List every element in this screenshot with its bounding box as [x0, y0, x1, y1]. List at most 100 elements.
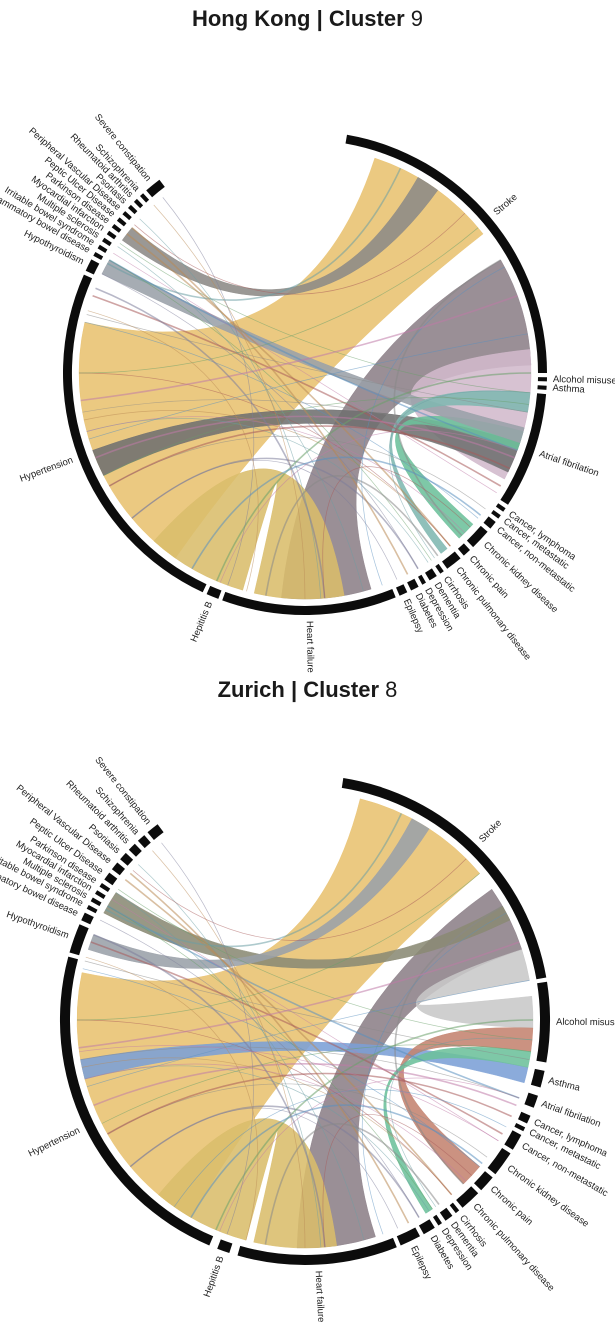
chord-thread	[84, 1065, 430, 1212]
segment-stroke	[345, 134, 547, 373]
chord-thread	[138, 864, 322, 1248]
segment-hypertension	[59, 956, 214, 1246]
segment-cancer-non-metastatic	[504, 1130, 522, 1150]
chord-thread	[191, 456, 482, 570]
segment-hepititis-b	[206, 585, 222, 599]
chord-thread	[173, 1089, 507, 1208]
segment-chronic-pulmonary-disease	[442, 551, 461, 569]
segment-parkinson-disease	[99, 883, 111, 892]
chord-thread	[153, 204, 306, 600]
title-text: Hong Kong | Cluster	[191, 6, 405, 31]
segment-alcohol-misuse	[536, 981, 551, 1063]
chord-thread	[109, 259, 432, 561]
chord-thread	[132, 858, 467, 941]
segment-hepititis-b	[217, 1239, 233, 1253]
segment-hypothyroidism	[85, 259, 100, 275]
chord-thread	[88, 333, 528, 440]
chord-thread	[322, 1114, 472, 1248]
chord-thread	[219, 430, 518, 583]
segment-depression	[433, 1214, 442, 1226]
chord-thread	[78, 941, 520, 1049]
segment-hypertension	[62, 274, 207, 593]
segment-cancer-lymphoma	[518, 1111, 531, 1124]
segment-parkinson-disease	[111, 224, 122, 233]
segment-rheumatoid-arthritis	[133, 198, 144, 209]
segment-peripheral-vascular-disease	[122, 211, 132, 221]
chord-thread	[106, 167, 402, 301]
chord-thread	[393, 259, 502, 537]
segment-asthma	[530, 1068, 545, 1088]
segment-label-stroke: Stroke	[477, 818, 504, 845]
segment-label-alcohol-misuse: Alcohol misuse	[556, 1017, 615, 1029]
segment-chronic-pulmonary-disease	[456, 1186, 479, 1208]
segment-cancer-non-metastatic	[483, 516, 496, 529]
chord-thread	[130, 1107, 399, 1229]
chord-thread	[92, 294, 502, 487]
chord-thread	[101, 1044, 531, 1124]
segment-label-atrial-fibrilation: Atrial fibrilation	[538, 449, 600, 480]
chord-thread	[322, 466, 471, 599]
chord-thread	[107, 905, 433, 1210]
segment-schizophrenia	[137, 835, 151, 849]
chord-thread	[108, 425, 511, 487]
segment-dementia	[439, 1207, 453, 1221]
chord-thread	[139, 218, 322, 599]
chord-thread	[117, 246, 364, 592]
chord-thread	[388, 390, 531, 559]
segment-label-heart-failure: Heart failure	[313, 1270, 327, 1322]
segment-chronic-pain	[474, 1171, 493, 1191]
segment-label-epilepsy: Epilepsy	[408, 1244, 433, 1281]
chord-thread	[107, 1072, 512, 1135]
chord-thread	[82, 399, 518, 451]
chord-thread	[389, 1037, 533, 1208]
panel-title-hong-kong: Hong Kong | Cluster 9	[0, 6, 615, 32]
segment-severe-constipation	[146, 179, 165, 198]
title-number: 9	[410, 6, 424, 31]
chord-thread	[103, 397, 529, 476]
chord-thread	[80, 1046, 520, 1099]
chord-thread	[219, 1077, 520, 1232]
segment-cirrhosis	[449, 1202, 460, 1214]
chord-thread	[84, 1063, 467, 1182]
chord-thread	[115, 892, 365, 1241]
segment-label-asthma: Asthma	[552, 383, 586, 396]
chord-thread	[83, 410, 451, 547]
chord-thread	[87, 310, 259, 592]
segment-diabetes	[407, 578, 419, 591]
segment-epilepsy	[396, 584, 408, 596]
chord-thread	[93, 1062, 517, 1107]
chord-thread	[76, 873, 480, 1021]
chord-thread	[124, 878, 453, 1196]
chord-thread	[111, 898, 499, 1142]
segment-hypothyroidism	[69, 924, 89, 956]
segment-atrial-fibrilation	[524, 1092, 538, 1108]
chord-thread	[265, 475, 439, 596]
chord-thread	[161, 842, 254, 1235]
chord-thread	[113, 252, 497, 494]
segment-diabetes	[418, 1219, 435, 1235]
chord-thread	[86, 418, 429, 563]
chord-thread	[101, 273, 419, 569]
segment-psoriasis	[120, 852, 134, 866]
segment-chronic-kidney-disease	[466, 525, 488, 548]
chord-thread	[81, 1057, 452, 1195]
segment-label-alcohol-misuse: Alcohol misuse	[553, 374, 615, 387]
chord-thread	[117, 888, 533, 1041]
segment-depression	[418, 574, 426, 585]
segment-inflammatory-bowel-disease	[81, 912, 94, 925]
chord-thread	[108, 259, 518, 452]
chord-thread	[190, 1104, 483, 1218]
segment-cancer-lymphoma	[495, 503, 506, 512]
segment-heart-failure	[222, 589, 396, 616]
chord-thread	[99, 919, 420, 1218]
chord-thread	[131, 227, 409, 575]
segment-label-heart-failure: Heart failure	[304, 621, 316, 673]
segment-severe-constipation	[147, 824, 164, 840]
chord-ribbon	[415, 949, 534, 1029]
chord-ribbon	[121, 177, 439, 297]
chord-thread	[394, 905, 503, 1185]
segment-rheumatoid-arthritis	[128, 843, 142, 857]
segment-cirrhosis	[435, 563, 444, 574]
title-number: 8	[385, 677, 398, 702]
